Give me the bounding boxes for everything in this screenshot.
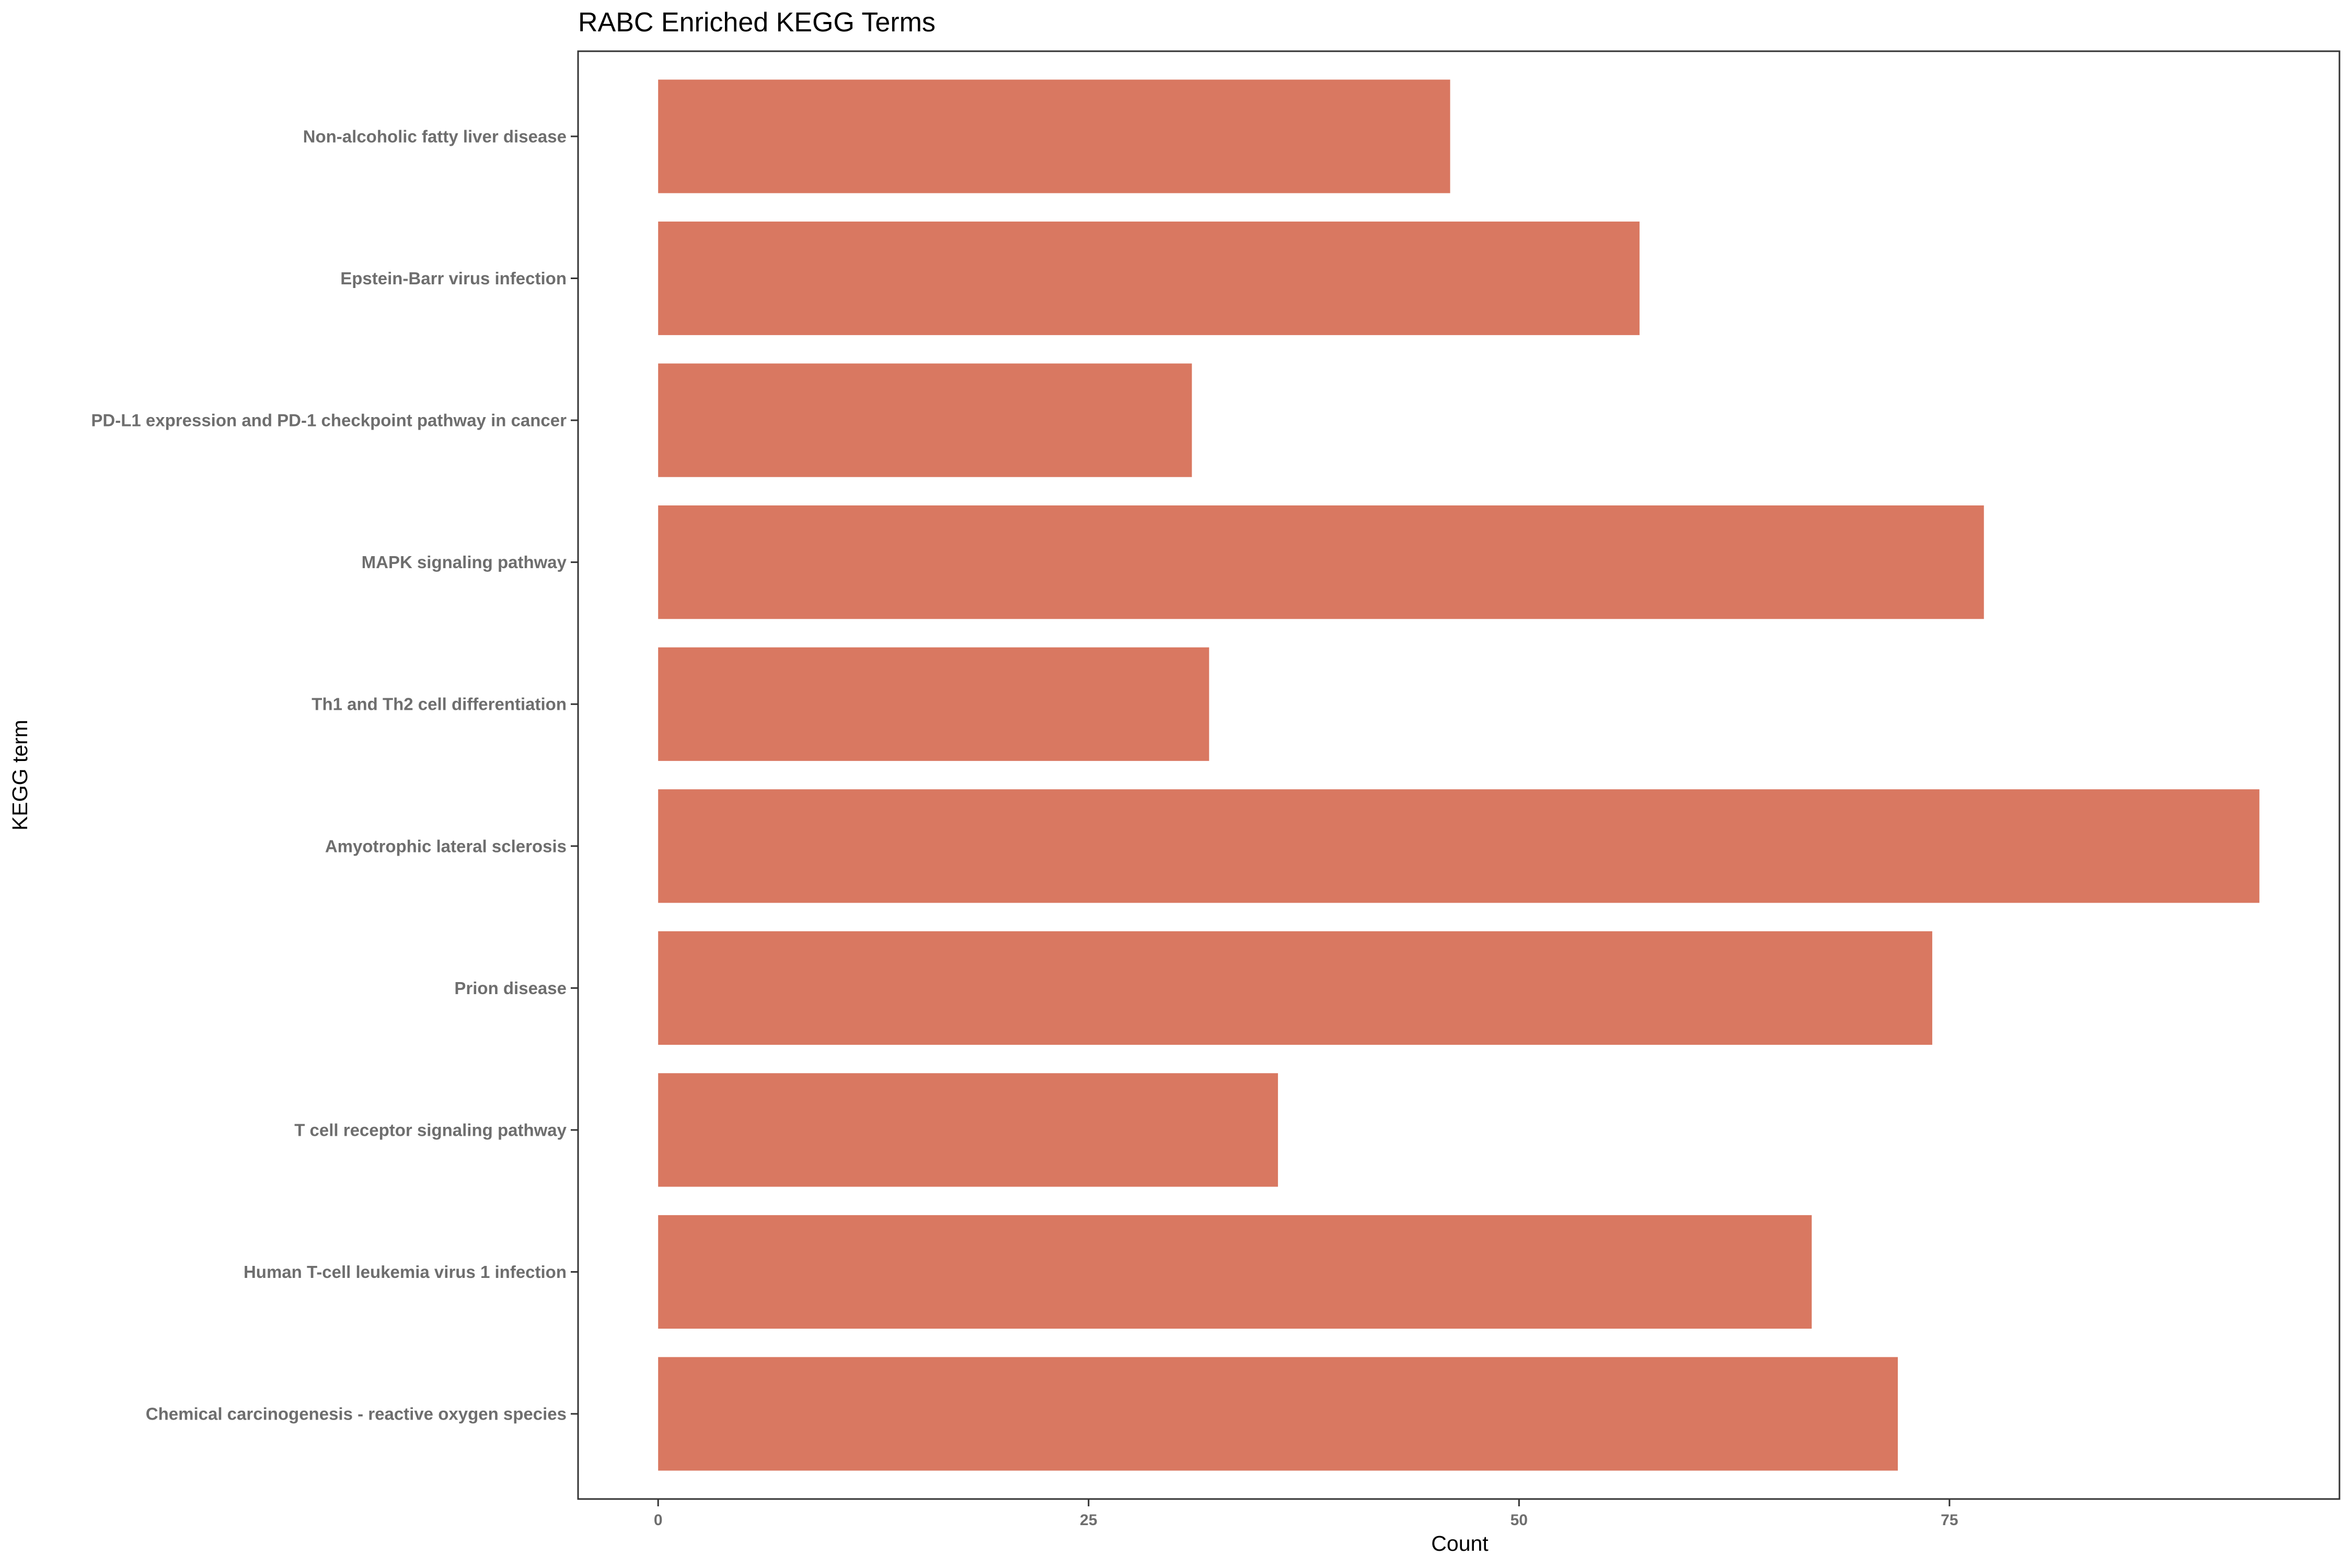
y-tick-label: MAPK signaling pathway bbox=[362, 552, 567, 572]
bar bbox=[658, 1073, 1278, 1187]
bar bbox=[658, 505, 1984, 619]
x-axis: 0 25 50 75 bbox=[654, 1499, 1958, 1529]
y-tick-label: Epstein-Barr virus infection bbox=[340, 269, 567, 288]
y-tick-label: Chemical carcinogenesis - reactive oxyge… bbox=[146, 1404, 567, 1424]
y-tick-label: Human T-cell leukemia virus 1 infection bbox=[244, 1262, 567, 1282]
bar bbox=[658, 1215, 1812, 1329]
plot-panel-border bbox=[577, 50, 2341, 1500]
chart-title: RABC Enriched KEGG Terms bbox=[578, 7, 936, 38]
y-tick-label: Th1 and Th2 cell differentiation bbox=[312, 695, 567, 714]
x-tick-label: 25 bbox=[1080, 1512, 1097, 1529]
bar bbox=[658, 931, 1932, 1045]
bar bbox=[658, 221, 1640, 336]
x-tick-label: 0 bbox=[654, 1512, 663, 1529]
y-axis-title: KEGG term bbox=[8, 720, 32, 831]
y-tick-label: Non-alcoholic fatty liver disease bbox=[303, 126, 567, 146]
bar bbox=[658, 363, 1192, 477]
y-tick-label: Prion disease bbox=[454, 978, 567, 998]
bar bbox=[658, 647, 1209, 761]
bar bbox=[658, 789, 2259, 903]
y-tick-label: T cell receptor signaling pathway bbox=[294, 1120, 567, 1139]
x-axis-title: Count bbox=[1431, 1531, 1489, 1555]
y-tick-label: Amyotrophic lateral sclerosis bbox=[325, 836, 567, 856]
x-tick-label: 50 bbox=[1511, 1512, 1528, 1529]
y-axis: Non-alcoholic fatty liver disease Epstein… bbox=[91, 126, 578, 1424]
x-tick-label: 75 bbox=[1941, 1512, 1958, 1529]
bar bbox=[658, 79, 1450, 193]
bars-group bbox=[658, 79, 2259, 1471]
y-tick-label: PD-L1 expression and PD-1 checkpoint pat… bbox=[91, 411, 567, 430]
bar bbox=[658, 1357, 1898, 1471]
